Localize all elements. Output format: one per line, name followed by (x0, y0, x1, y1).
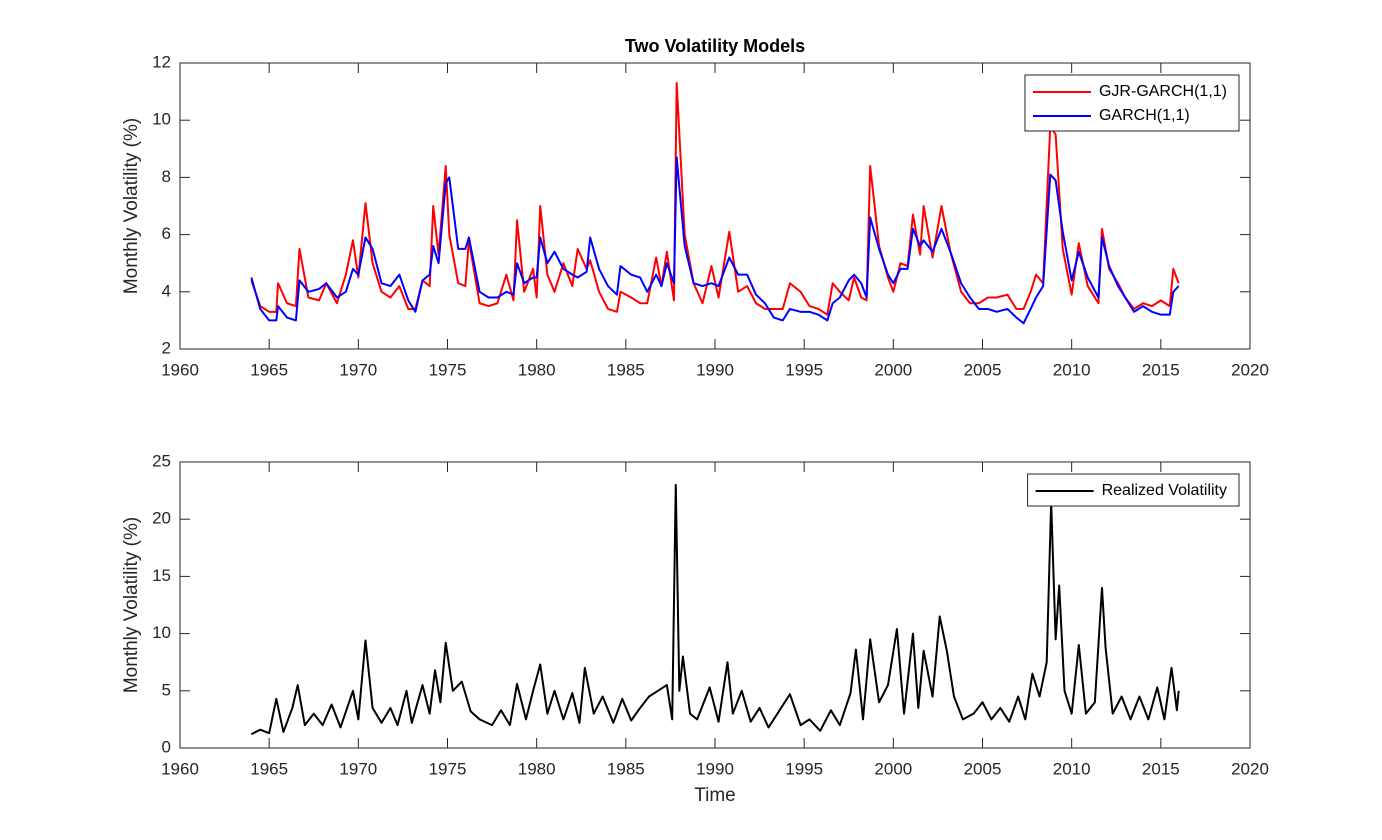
legend: Realized Volatility (1027, 473, 1240, 507)
legend-label: Realized Volatility (1102, 482, 1227, 499)
x-tick-label: 1975 (429, 759, 467, 778)
y-tick-label: 4 (162, 281, 171, 300)
x-tick-label: 2005 (964, 759, 1002, 778)
x-tick-label: 2010 (1053, 759, 1091, 778)
y-axis-label: Monthly Volatility (%) (121, 118, 142, 294)
axes-box (179, 461, 1251, 749)
axes: 1960 1965 1970 1975 1980 1985 1990 1995 2000 2005… (121, 36, 1269, 380)
y-tick-label: 10 (152, 110, 171, 129)
x-tick-label: 2020 (1231, 759, 1269, 778)
x-tick-label: 1990 (696, 360, 734, 379)
x-tick-label: 1965 (250, 759, 288, 778)
legend-label: GARCH(1,1) (1099, 107, 1190, 124)
y-tick-label: 0 (162, 737, 171, 756)
data-line (250, 483, 1180, 736)
x-tick-label: 1995 (785, 759, 823, 778)
y-tick-label: 8 (162, 167, 171, 186)
x-tick-label: 1980 (518, 759, 556, 778)
data-line (250, 156, 1180, 325)
x-tick-label: 2020 (1231, 360, 1269, 379)
y-axis-label: Monthly Volatility (%) (121, 517, 142, 693)
x-tick-label: 2015 (1142, 360, 1180, 379)
y-tick-label: 20 (152, 509, 171, 528)
legend: GJR-GARCH(1,1) GARCH(1,1) (1024, 74, 1240, 132)
y-tick-label: 10 (152, 623, 171, 642)
x-tick-label: 1960 (161, 360, 199, 379)
x-tick-label: 2000 (874, 759, 912, 778)
y-tick-label: 6 (162, 224, 171, 243)
legend-label: GJR-GARCH(1,1) (1099, 83, 1227, 100)
x-tick-label: 1995 (785, 360, 823, 379)
x-tick-label: 2000 (874, 360, 912, 379)
x-axis-label: Time (694, 785, 736, 806)
x-tick-label: 1990 (696, 759, 734, 778)
axes-box (179, 62, 1251, 350)
y-tick-label: 5 (162, 680, 171, 699)
x-tick-label: 1960 (161, 759, 199, 778)
legend-box (1024, 74, 1240, 132)
x-tick-label: 2010 (1053, 360, 1091, 379)
x-tick-label: 2015 (1142, 759, 1180, 778)
x-tick-label: 1970 (339, 360, 377, 379)
chart-title: Two Volatility Models (625, 36, 805, 56)
plot-area (250, 483, 1180, 736)
x-tick-label: 1970 (339, 759, 377, 778)
axes: 1960 1965 1970 1975 1980 1985 1990 1995 2000 2005… (121, 451, 1269, 806)
x-tick-label: 1975 (429, 360, 467, 379)
x-tick-label: 1985 (607, 759, 645, 778)
plot-area (250, 82, 1180, 325)
x-tick-label: 1965 (250, 360, 288, 379)
y-tick-label: 25 (152, 451, 171, 470)
x-tick-label: 2005 (964, 360, 1002, 379)
y-tick-label: 15 (152, 566, 171, 585)
y-tick-label: 2 (162, 338, 171, 357)
x-tick-label: 1980 (518, 360, 556, 379)
y-tick-label: 12 (152, 52, 171, 71)
x-tick-label: 1985 (607, 360, 645, 379)
data-line (250, 82, 1180, 316)
